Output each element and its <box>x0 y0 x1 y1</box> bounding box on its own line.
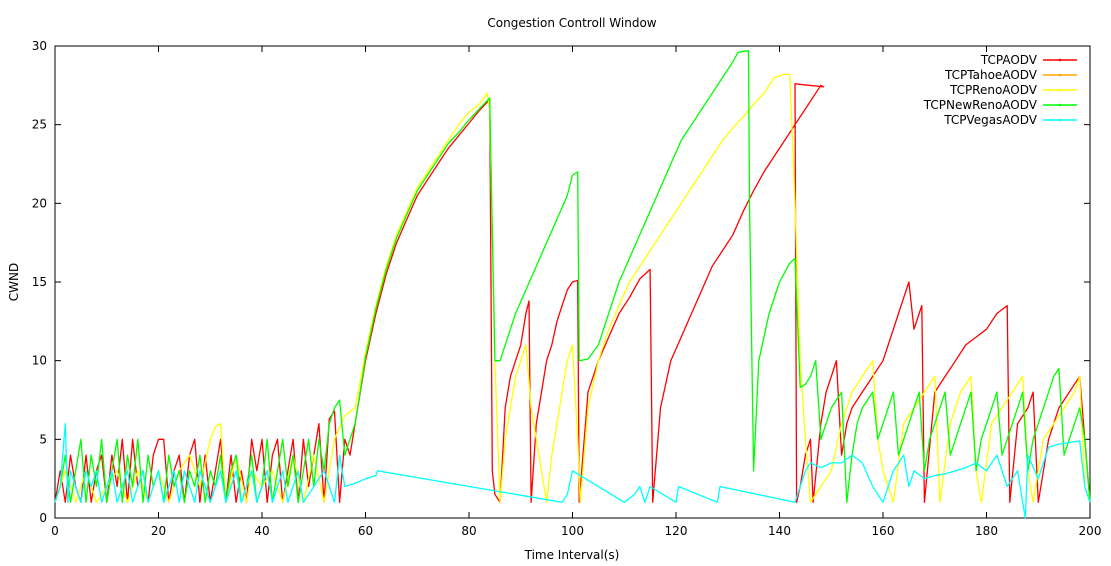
y-tick-label: 0 <box>39 511 47 525</box>
legend-label: TCPRenoAODV <box>949 83 1038 97</box>
legend-marker <box>1058 103 1062 107</box>
y-tick-label: 25 <box>32 118 47 132</box>
y-tick-label: 15 <box>32 275 47 289</box>
y-tick-label: 20 <box>32 196 47 210</box>
legend-marker <box>1058 118 1062 122</box>
legend-marker <box>1058 58 1062 62</box>
legend-label: TCPVegasAODV <box>943 113 1038 127</box>
legend-label: TCPNewRenoAODV <box>923 98 1038 112</box>
x-tick-label: 20 <box>151 524 166 538</box>
series-layer <box>54 50 1091 519</box>
series-line-tcpnewrenoaodv <box>54 50 1091 503</box>
x-tick-label: 140 <box>768 524 791 538</box>
x-tick-label: 80 <box>461 524 476 538</box>
x-tick-label: 160 <box>872 524 895 538</box>
chart-title: Congestion Controll Window <box>487 16 656 30</box>
x-tick-label: 60 <box>358 524 373 538</box>
x-tick-label: 0 <box>51 524 59 538</box>
legend-marker <box>1058 73 1062 77</box>
x-tick-label: 40 <box>254 524 269 538</box>
legend-label: TCPAODV <box>980 53 1038 67</box>
series-line-tcpvegasaodv <box>54 422 1091 519</box>
series-line-tcprenoaodv <box>54 73 1091 503</box>
x-tick-label: 100 <box>561 524 584 538</box>
legend-label: TCPTahoeAODV <box>944 68 1038 82</box>
x-tick-label: 180 <box>975 524 998 538</box>
legend: TCPAODVTCPTahoeAODVTCPRenoAODVTCPNewReno… <box>923 53 1077 127</box>
y-tick-label: 30 <box>32 39 47 53</box>
y-tick-label: 10 <box>32 354 47 368</box>
legend-marker <box>1058 88 1062 92</box>
axes: 0 20 40 60 80 100 120 140 160 180 200 0 5 10 15 20 25 30 <box>32 39 1102 538</box>
x-axis-label: Time Interval(s) <box>524 548 620 562</box>
x-tick-label: 120 <box>665 524 688 538</box>
y-tick-label: 5 <box>39 432 47 446</box>
x-tick-label: 200 <box>1079 524 1102 538</box>
y-axis-label: CWND <box>7 263 21 301</box>
